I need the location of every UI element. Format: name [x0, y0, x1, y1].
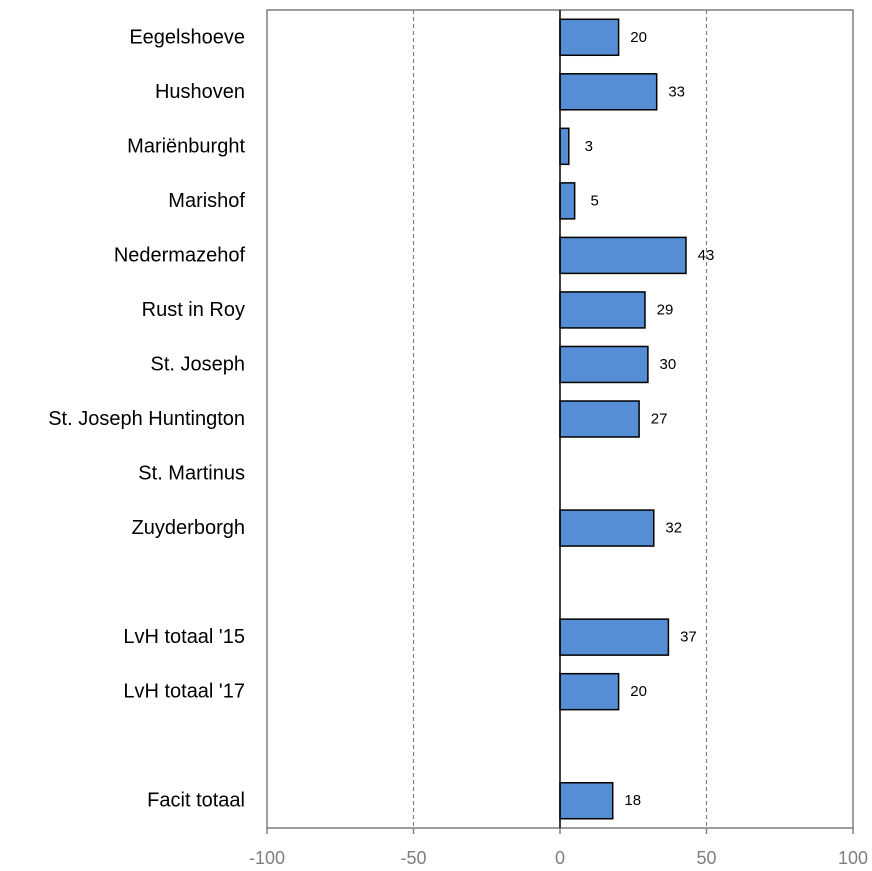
bar [559, 618, 670, 656]
plot-frame [266, 9, 854, 829]
data-label: 29 [657, 301, 674, 318]
bar [559, 400, 640, 438]
category-label: Eegelshoeve [129, 26, 245, 48]
bar [559, 127, 570, 166]
bar [559, 182, 576, 220]
gridlines [412, 10, 708, 828]
category-labels: Eegelshoeve Hushoven Mariënburght Marishof N… [48, 26, 245, 811]
tick-label: 50 [696, 848, 716, 868]
bar [559, 781, 614, 820]
category-label: LvH totaal '15 [123, 626, 245, 648]
data-label: 30 [660, 356, 677, 373]
category-label: Marishof [168, 190, 245, 212]
bar [559, 236, 687, 275]
category-label: St. Martinus [138, 463, 245, 485]
bar [559, 345, 649, 384]
tick-label: 100 [838, 848, 868, 868]
category-label: Nedermazehof [114, 244, 246, 266]
data-label: 5 [590, 192, 598, 209]
category-label: Hushoven [155, 81, 245, 103]
data-label: 33 [668, 83, 685, 100]
data-label: 32 [665, 520, 682, 537]
tick-label: -50 [400, 848, 426, 868]
data-label: 20 [630, 29, 647, 46]
category-label: LvH totaal '17 [123, 681, 245, 703]
category-label: Facit totaal [147, 790, 245, 812]
data-label: 18 [624, 792, 641, 809]
x-axis-tick-labels: -100 -50 0 50 100 [249, 828, 868, 868]
data-label: 3 [585, 138, 593, 155]
bar [559, 291, 646, 329]
category-label: St. Joseph [150, 353, 245, 375]
category-label: Rust in Roy [142, 299, 245, 321]
bar [559, 672, 620, 711]
bar [559, 73, 658, 111]
bar [559, 18, 620, 57]
category-label: St. Joseph Huntington [48, 408, 245, 430]
data-label: 27 [651, 411, 668, 428]
bar [559, 509, 655, 547]
data-label: 37 [680, 629, 697, 646]
category-label: Mariënburght [127, 135, 245, 157]
tick-label: 0 [555, 848, 565, 868]
data-label: 43 [698, 247, 715, 264]
category-label: Zuyderborgh [132, 517, 245, 539]
tick-label: -100 [249, 848, 285, 868]
data-label: 20 [630, 683, 647, 700]
